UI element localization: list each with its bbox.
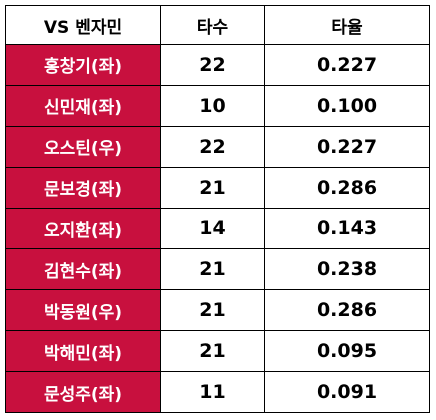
table-body: 홍창기(좌) 22 0.227 신민재(좌) 10 0.100 오스틴(우) 2… <box>5 44 430 413</box>
table-row: 문보경(좌) 21 0.286 <box>5 166 430 209</box>
table-row: 박해민(좌) 21 0.095 <box>5 330 430 372</box>
player-name: 문보경(좌) <box>5 166 161 209</box>
batting-average-cell: 0.286 <box>264 166 430 209</box>
header-row: VS 벤자민 타수 타율 <box>5 5 430 45</box>
stats-table: VS 벤자민 타수 타율 홍창기(좌) 22 0.227 신민재(좌) 10 0… <box>5 5 430 413</box>
table-row: 오스틴(우) 22 0.227 <box>5 125 430 168</box>
player-name: 오지환(좌) <box>5 207 161 250</box>
at-bats-cell: 21 <box>160 330 265 372</box>
player-name: 박동원(우) <box>5 289 161 332</box>
header-batting-average: 타율 <box>264 5 430 45</box>
table-row: 김현수(좌) 21 0.238 <box>5 248 430 291</box>
table-row: 문성주(좌) 11 0.091 <box>5 371 430 413</box>
at-bats-cell: 10 <box>160 84 265 127</box>
player-name: 문성주(좌) <box>5 371 161 413</box>
batting-average-cell: 0.286 <box>264 289 430 332</box>
batting-average-cell: 0.091 <box>264 371 430 413</box>
player-name: 홍창기(좌) <box>5 44 161 86</box>
batting-average-cell: 0.143 <box>264 207 430 250</box>
at-bats-cell: 11 <box>160 371 265 413</box>
at-bats-cell: 22 <box>160 125 265 168</box>
table-row: 오지환(좌) 14 0.143 <box>5 207 430 250</box>
table-row: 신민재(좌) 10 0.100 <box>5 84 430 127</box>
player-name: 신민재(좌) <box>5 84 161 127</box>
batting-average-cell: 0.227 <box>264 125 430 168</box>
batting-average-cell: 0.095 <box>264 330 430 372</box>
at-bats-cell: 22 <box>160 44 265 86</box>
batting-average-cell: 0.227 <box>264 44 430 86</box>
header-matchup: VS 벤자민 <box>5 5 161 45</box>
at-bats-cell: 21 <box>160 248 265 291</box>
at-bats-cell: 14 <box>160 207 265 250</box>
at-bats-cell: 21 <box>160 289 265 332</box>
player-name: 박해민(좌) <box>5 330 161 372</box>
table-row: 박동원(우) 21 0.286 <box>5 289 430 332</box>
table-row: 홍창기(좌) 22 0.227 <box>5 44 430 86</box>
batting-average-cell: 0.100 <box>264 84 430 127</box>
table-header: VS 벤자민 타수 타율 <box>5 5 430 45</box>
player-name: 김현수(좌) <box>5 248 161 291</box>
at-bats-cell: 21 <box>160 166 265 209</box>
player-name: 오스틴(우) <box>5 125 161 168</box>
batting-average-cell: 0.238 <box>264 248 430 291</box>
header-at-bats: 타수 <box>160 5 265 45</box>
